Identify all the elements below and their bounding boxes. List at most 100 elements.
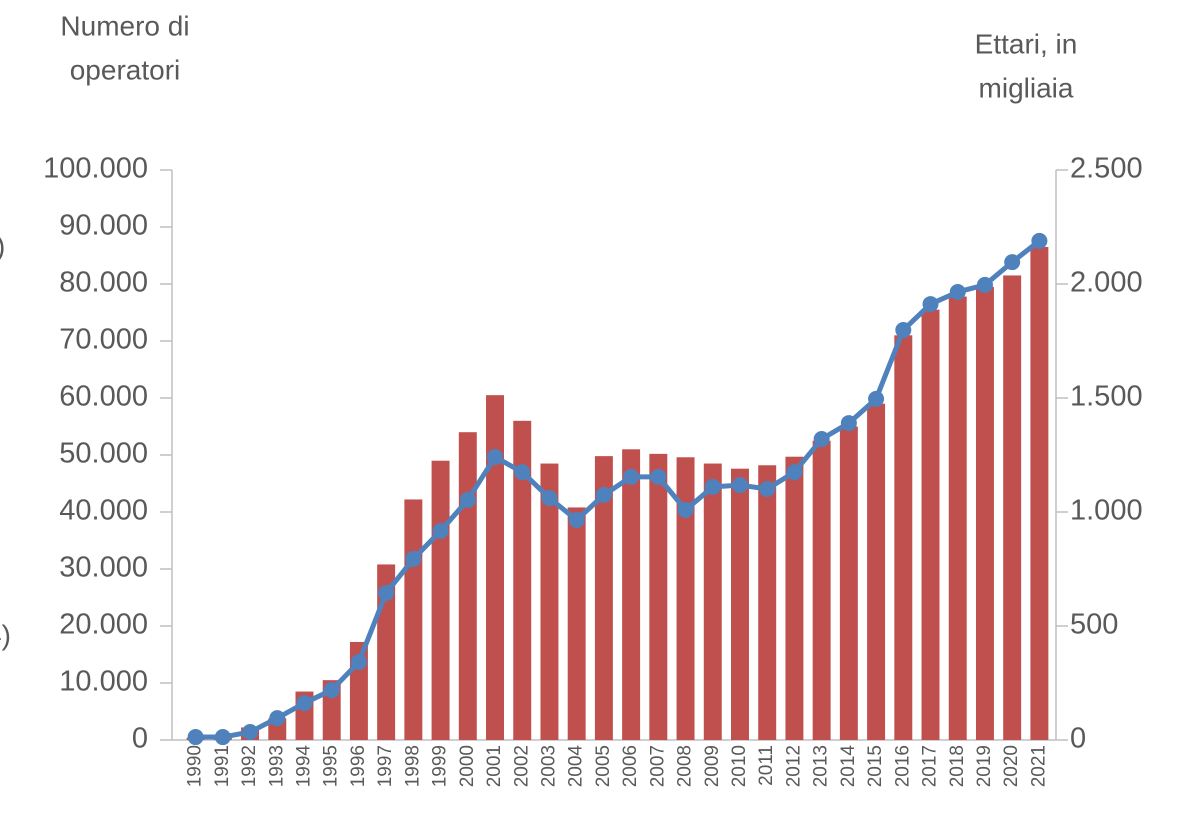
bar	[431, 460, 450, 740]
x-tick-label: 2003	[538, 745, 559, 787]
y-tick-label: 50.000	[59, 438, 148, 470]
line-marker	[813, 431, 830, 448]
line-marker	[269, 710, 286, 727]
x-tick-label: 2012	[783, 745, 804, 787]
x-tick-label: 2021	[1028, 745, 1049, 787]
y-axis-title: operatori	[70, 54, 181, 85]
y2-axis-title: migliaia	[979, 72, 1074, 103]
line-marker	[1031, 232, 1048, 249]
line-marker	[840, 415, 857, 432]
x-tick-label: 1998	[402, 745, 423, 787]
bar	[731, 468, 749, 740]
line-marker	[405, 550, 422, 567]
y-axis-title: Numero di	[60, 10, 189, 41]
bar	[785, 456, 804, 740]
line-marker	[487, 449, 504, 466]
y-tick-label: 0	[132, 723, 148, 755]
x-tick-label: 2014	[838, 745, 859, 788]
line-marker	[731, 477, 748, 494]
x-tick-label: 1997	[375, 745, 396, 787]
line-marker	[868, 390, 885, 407]
x-tick-label: 2008	[675, 745, 696, 787]
line-marker	[350, 654, 367, 671]
x-tick-label: 2009	[702, 745, 723, 787]
line-marker	[976, 276, 993, 293]
y2-tick-label: 500	[1070, 609, 1118, 641]
x-tick-label: 2001	[484, 745, 505, 787]
bar	[622, 449, 641, 740]
x-tick-label: 2010	[729, 745, 750, 787]
line-marker	[514, 464, 531, 481]
x-tick-label: 2002	[511, 745, 532, 787]
x-tick-label: 1994	[294, 745, 315, 788]
x-tick-label: 2005	[593, 745, 614, 787]
y2-tick-label: 1.000	[1070, 495, 1143, 527]
bar	[486, 395, 504, 740]
y-tick-label: 90.000	[59, 210, 148, 242]
line-marker	[786, 464, 803, 481]
line-marker	[459, 491, 476, 508]
line-marker	[187, 729, 204, 746]
line-marker	[623, 468, 640, 485]
bar	[540, 463, 559, 740]
y-tick-label: 20.000	[59, 609, 148, 641]
y2-tick-label: 2.500	[1070, 153, 1143, 185]
x-tick-label: 1990	[185, 745, 206, 787]
bar	[867, 403, 886, 740]
line-marker	[242, 724, 259, 741]
line-marker	[568, 511, 585, 528]
x-tick-label: 2017	[920, 745, 941, 787]
x-tick-label: 1992	[239, 745, 260, 787]
line-marker	[759, 480, 776, 497]
bar	[921, 309, 940, 740]
line-marker	[895, 322, 912, 339]
bar	[758, 465, 777, 740]
y-tick-label: 80.000	[59, 267, 148, 299]
y2-tick-label: 2.000	[1070, 267, 1143, 299]
x-tick-label: 2016	[892, 745, 913, 787]
bar	[948, 296, 967, 740]
line-marker	[949, 283, 966, 300]
y-tick-label: 10.000	[59, 666, 148, 698]
line-marker	[922, 296, 939, 313]
x-tick-label: 2019	[974, 745, 995, 787]
line-marker	[378, 584, 395, 601]
bar	[567, 507, 586, 740]
line-marker	[650, 468, 667, 485]
bar	[676, 457, 695, 740]
y2-axis-title: Ettari, in	[975, 28, 1078, 59]
y2-tick-label: 1.500	[1070, 381, 1143, 413]
y-tick-label: 60.000	[59, 381, 148, 413]
bar	[703, 463, 722, 740]
bar	[812, 440, 831, 740]
x-tick-label: 2006	[620, 745, 641, 787]
bar	[513, 420, 532, 740]
line-marker	[432, 522, 449, 539]
line-marker	[1004, 254, 1021, 271]
x-tick-label: 1996	[348, 745, 369, 787]
y-tick-label: 30.000	[59, 552, 148, 584]
y-tick-label: 100.000	[43, 153, 148, 185]
line-marker	[704, 478, 721, 495]
y-tick-label: 40.000	[59, 495, 148, 527]
line-marker	[296, 695, 313, 712]
line-marker	[541, 490, 558, 507]
bar	[594, 456, 613, 740]
bar	[1030, 246, 1049, 740]
line	[195, 238, 1041, 740]
bar	[975, 286, 994, 740]
x-tick-label: 1995	[321, 745, 342, 787]
annotation: )	[0, 230, 5, 261]
y2-tick-label: 0	[1070, 723, 1086, 755]
x-tick-label: 2007	[647, 745, 668, 787]
bar	[649, 453, 668, 740]
x-tick-label: 1999	[430, 745, 451, 787]
line-marker	[677, 501, 694, 518]
bar	[404, 499, 423, 740]
bar	[894, 335, 913, 740]
x-tick-label: 1991	[212, 745, 233, 787]
x-tick-label: 2013	[811, 745, 832, 787]
x-tick-label: 2000	[457, 745, 478, 787]
bar	[839, 426, 858, 740]
